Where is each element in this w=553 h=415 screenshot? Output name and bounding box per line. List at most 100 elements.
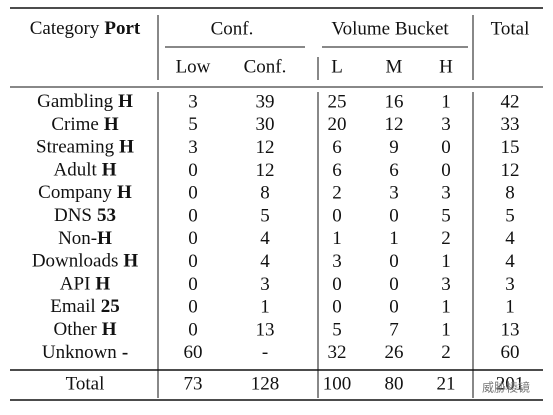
row-label: Unknown - — [42, 342, 128, 363]
cell: 2 — [332, 183, 342, 204]
header-text: Total — [491, 18, 530, 39]
subheader: H — [439, 56, 453, 77]
subheader: Low — [176, 56, 211, 77]
category-name: Unknown — [42, 342, 117, 363]
port: 53 — [97, 205, 116, 226]
category-name: Gambling — [37, 91, 113, 112]
category-name: Company — [38, 183, 112, 204]
cell: 12 — [385, 114, 404, 135]
total-cell: 21 — [437, 373, 456, 394]
cell: 12 — [256, 137, 275, 158]
row-label: Non-H — [58, 228, 112, 249]
cell: 0 — [188, 297, 198, 318]
cell: 20 — [328, 114, 347, 135]
cell: 9 — [389, 137, 399, 158]
cell: 13 — [501, 319, 520, 340]
category-name: Crime — [51, 114, 99, 135]
cell: 1 — [441, 91, 451, 112]
port: H — [119, 137, 134, 158]
cell: 25 — [328, 91, 347, 112]
port: H — [123, 251, 138, 272]
cell: 26 — [385, 342, 404, 363]
cell: 1 — [505, 297, 515, 318]
cell: 0 — [188, 183, 198, 204]
cell: 1 — [441, 251, 451, 272]
total-cell: 100 — [323, 373, 352, 394]
cell: 1 — [389, 228, 399, 249]
cell: 7 — [389, 319, 399, 340]
cell: 12 — [256, 160, 275, 181]
cell: 3 — [441, 274, 451, 295]
header-text: Conf. — [211, 18, 254, 39]
category-name: DNS — [54, 205, 92, 226]
subheader: L — [331, 56, 343, 77]
cell: 0 — [188, 160, 198, 181]
cell: 3 — [441, 114, 451, 135]
cell: 0 — [389, 297, 399, 318]
cell: 0 — [332, 205, 342, 226]
cell: 5 — [260, 205, 270, 226]
row-label: Streaming H — [36, 137, 134, 158]
total-label: Total — [66, 373, 105, 394]
header-text: Category — [30, 18, 100, 39]
cell: 12 — [501, 160, 520, 181]
port: H — [102, 160, 117, 181]
port: H — [118, 91, 133, 112]
category-name: Non- — [58, 228, 97, 249]
cell: 15 — [501, 137, 520, 158]
port: H — [97, 228, 112, 249]
cell: 0 — [188, 228, 198, 249]
header-text: Port — [104, 18, 141, 39]
row-label: DNS 53 — [54, 205, 116, 226]
cell: 3 — [389, 183, 399, 204]
cell: 0 — [332, 297, 342, 318]
watermark: 威胁棱镜 — [482, 380, 530, 395]
row-label: Adult H — [53, 160, 116, 181]
cell: 1 — [260, 297, 270, 318]
cell: 4 — [505, 228, 515, 249]
cell: 3 — [188, 137, 198, 158]
port: 25 — [101, 297, 120, 318]
port: H — [102, 319, 117, 340]
cell: 3 — [260, 274, 270, 295]
cell: 33 — [501, 114, 520, 135]
cell: 5 — [441, 205, 451, 226]
subheader: M — [386, 56, 403, 77]
cell: 2 — [441, 342, 451, 363]
cell: 0 — [389, 274, 399, 295]
cell: 6 — [389, 160, 399, 181]
category-name: Other — [53, 319, 97, 340]
category-name: Email — [50, 297, 95, 318]
cell: 3 — [332, 251, 342, 272]
cell: - — [262, 342, 268, 363]
category-name: Downloads — [32, 251, 119, 272]
cell: 3 — [441, 183, 451, 204]
cell: 0 — [188, 251, 198, 272]
cell: 0 — [441, 137, 451, 158]
cell: 42 — [501, 91, 520, 112]
cell: 60 — [501, 342, 520, 363]
row-label: Other H — [53, 319, 116, 340]
cell: 6 — [332, 137, 342, 158]
header-category: Category Port — [30, 18, 141, 39]
category-name: API — [60, 274, 91, 295]
cell: 1 — [441, 319, 451, 340]
cell: 0 — [188, 319, 198, 340]
cell: 30 — [256, 114, 275, 135]
cell: 0 — [389, 251, 399, 272]
cell: 8 — [260, 183, 270, 204]
cell: 8 — [505, 183, 515, 204]
total-cell: 201 — [496, 373, 525, 394]
cell: 4 — [260, 251, 270, 272]
row-label: API H — [60, 274, 111, 295]
cell: 1 — [332, 228, 342, 249]
cell: 0 — [441, 160, 451, 181]
port: H — [95, 274, 110, 295]
cell: 60 — [184, 342, 203, 363]
subheader: Conf. — [244, 56, 287, 77]
port: H — [117, 183, 132, 204]
cell: 39 — [256, 91, 275, 112]
cell: 5 — [188, 114, 198, 135]
cell: 3 — [505, 274, 515, 295]
